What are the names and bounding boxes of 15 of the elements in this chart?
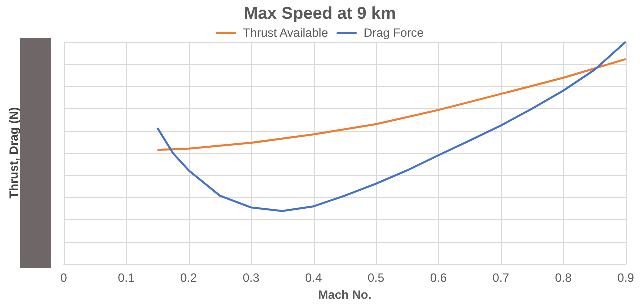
x-tick-label: 0.6 [430, 271, 448, 286]
chart-title: Max Speed at 9 km [244, 4, 396, 23]
y-axis-title: Thrust, Drag (N) [7, 107, 21, 199]
x-tick-label: 0.3 [242, 271, 260, 286]
x-tick-label: 0.7 [492, 271, 510, 286]
x-tick-label: 0 [60, 271, 68, 286]
x-tick-label: 0.8 [555, 271, 572, 286]
x-tick-label: 0.4 [305, 271, 322, 286]
legend-label: Drag Force [364, 26, 424, 40]
x-axis-title: Mach No. [318, 288, 372, 302]
legend-label: Thrust Available [243, 26, 329, 40]
x-tick-label: 0.1 [118, 271, 136, 286]
x-tick-label: 0.9 [618, 271, 635, 286]
x-tick-label: 0.5 [368, 271, 385, 286]
x-tick-label: 0.2 [180, 271, 198, 286]
